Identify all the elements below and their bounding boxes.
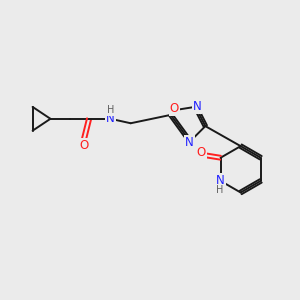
Text: O: O <box>169 102 179 115</box>
Text: N: N <box>216 174 225 188</box>
Text: O: O <box>79 139 88 152</box>
Text: N: N <box>185 136 194 149</box>
Text: H: H <box>216 185 224 195</box>
Text: H: H <box>107 105 114 115</box>
Text: N: N <box>193 100 201 113</box>
Text: O: O <box>196 146 206 160</box>
Text: N: N <box>106 112 115 125</box>
